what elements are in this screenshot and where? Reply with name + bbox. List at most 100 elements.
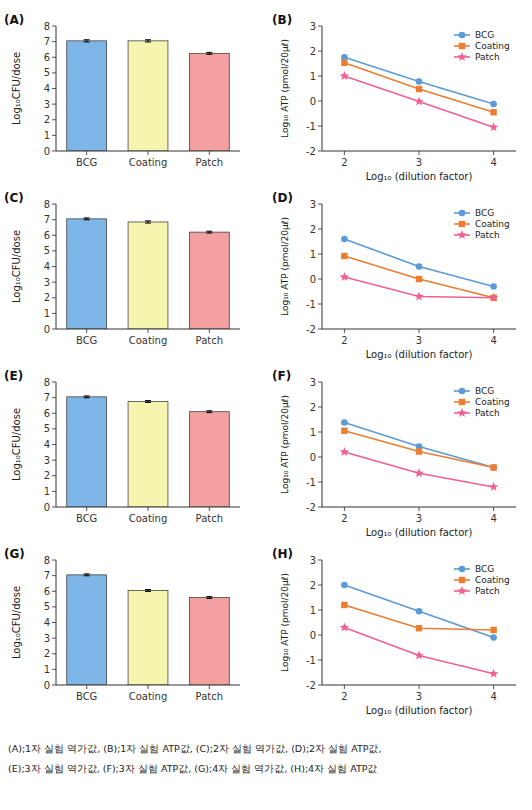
point [414, 97, 424, 106]
legend-marker [459, 43, 465, 49]
caption: (A);1자 실험 역가값, (B);1자 실험 ATP값, (C);2자 실험… [8, 743, 381, 774]
caption-line: (A);1자 실험 역가값, (B);1자 실험 ATP값, (C);2자 실험… [8, 743, 381, 754]
legend-label: Coating [475, 41, 510, 51]
error-bar [206, 597, 212, 599]
y-tick [52, 88, 56, 89]
error-cap [84, 41, 90, 42]
bar [128, 222, 168, 329]
point [416, 276, 422, 282]
y-tick [52, 491, 56, 492]
y-tick-label: 8 [44, 199, 50, 210]
y-tick-label: 5 [44, 245, 50, 256]
x-tick-label: 3 [416, 513, 422, 524]
point [414, 468, 424, 477]
y-tick [318, 560, 322, 561]
y-axis-label: Log₁₀ ATP (pmol/20μℓ) [280, 39, 290, 138]
panel-label: (A) [4, 13, 24, 27]
legend-marker [459, 32, 466, 39]
x-tick [344, 329, 345, 333]
error-bar [84, 396, 90, 398]
panel-label: (D) [272, 191, 293, 205]
legend-label: Patch [475, 408, 500, 418]
point [341, 582, 348, 589]
y-tick [318, 660, 322, 661]
point [414, 292, 424, 301]
y-tick-label: 2 [310, 580, 316, 591]
y-tick [52, 104, 56, 105]
y-tick-label: 0 [44, 502, 50, 513]
legend: BCGCoatingPatch [454, 386, 510, 418]
bar [128, 41, 168, 151]
x-tick [493, 685, 494, 689]
y-tick-label: 6 [44, 230, 50, 241]
error-bar [84, 40, 90, 42]
y-tick-label: 0 [310, 274, 316, 285]
point [414, 651, 424, 660]
legend: BCGCoatingPatch [454, 208, 510, 240]
point [489, 482, 499, 491]
legend-marker [457, 52, 467, 61]
y-tick-label: 3 [310, 21, 316, 32]
x-tick [419, 507, 420, 511]
x-tick-label: 4 [490, 335, 496, 346]
error-cap [206, 54, 212, 55]
x-tick [148, 151, 149, 155]
y-tick [52, 413, 56, 414]
y-tick-label: -2 [306, 680, 316, 691]
point [490, 634, 497, 641]
x-axis-label: Log₁₀ (dilution factor) [366, 705, 473, 716]
y-axis-label: Log₁₀CFU/dose [11, 52, 22, 125]
y-tick [52, 329, 56, 330]
series-line [344, 423, 493, 468]
x-tick-label: BCG [76, 335, 97, 346]
y-axis-line [56, 204, 57, 329]
error-bar [145, 401, 151, 403]
y-tick-label: 4 [44, 617, 50, 628]
legend-label: BCG [475, 30, 494, 40]
y-tick-label: 3 [310, 199, 316, 210]
point [490, 464, 497, 471]
x-tick-label: Patch [196, 513, 223, 524]
y-tick-label: 2 [44, 114, 50, 125]
x-tick [344, 507, 345, 511]
y-tick-label: 1 [44, 664, 50, 675]
y-tick-label: 8 [44, 555, 50, 566]
y-tick-label: 3 [44, 277, 50, 288]
y-tick [318, 229, 322, 230]
error-cap [206, 52, 212, 53]
y-tick [318, 585, 322, 586]
error-bar [145, 590, 151, 592]
error-bar [206, 52, 212, 54]
bar [67, 397, 107, 507]
y-tick [52, 57, 56, 58]
error-bar [206, 231, 212, 233]
y-tick-label: 2 [44, 648, 50, 659]
error-cap [206, 410, 212, 411]
y-tick-label: -2 [306, 502, 316, 513]
marks [340, 54, 499, 131]
legend-label: BCG [475, 564, 494, 574]
bar [189, 598, 229, 686]
panel-label: (C) [4, 191, 24, 205]
y-tick [52, 72, 56, 73]
series-line [344, 628, 493, 674]
y-tick [52, 669, 56, 670]
error-cap [145, 220, 151, 221]
y-tick [52, 397, 56, 398]
panel-bar: 012345678Log₁₀CFU/dose(G)BCGCoatingPatch [4, 547, 240, 702]
y-tick-label: 1 [310, 249, 316, 260]
error-cap [206, 231, 212, 232]
y-tick [52, 685, 56, 686]
bar [189, 232, 229, 329]
panel-bar: 012345678Log₁₀CFU/dose(A)BCGCoatingPatch [4, 13, 240, 168]
y-tick [52, 382, 56, 383]
x-tick-label: 2 [341, 157, 347, 168]
x-tick [419, 329, 420, 333]
y-tick-label: -1 [306, 655, 316, 666]
x-tick-label: Coating [129, 513, 168, 524]
bar [189, 412, 229, 507]
error-cap [145, 41, 151, 42]
y-tick-label: 5 [44, 423, 50, 434]
panel-bar: 012345678Log₁₀CFU/dose(E)BCGCoatingPatch [4, 369, 240, 524]
bar [67, 575, 107, 685]
